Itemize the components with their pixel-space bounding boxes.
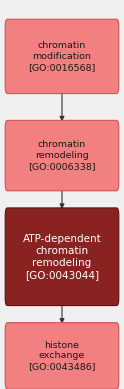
Text: chromatin
modification
[GO:0016568]: chromatin modification [GO:0016568] bbox=[28, 41, 96, 72]
FancyBboxPatch shape bbox=[5, 19, 119, 94]
Text: ATP-dependent
chromatin
remodeling
[GO:0043044]: ATP-dependent chromatin remodeling [GO:0… bbox=[23, 234, 101, 280]
Text: chromatin
remodeling
[GO:0006338]: chromatin remodeling [GO:0006338] bbox=[28, 140, 96, 171]
Text: histone
exchange
[GO:0043486]: histone exchange [GO:0043486] bbox=[28, 341, 96, 371]
FancyBboxPatch shape bbox=[5, 121, 119, 191]
FancyBboxPatch shape bbox=[5, 208, 119, 306]
FancyBboxPatch shape bbox=[5, 323, 119, 389]
